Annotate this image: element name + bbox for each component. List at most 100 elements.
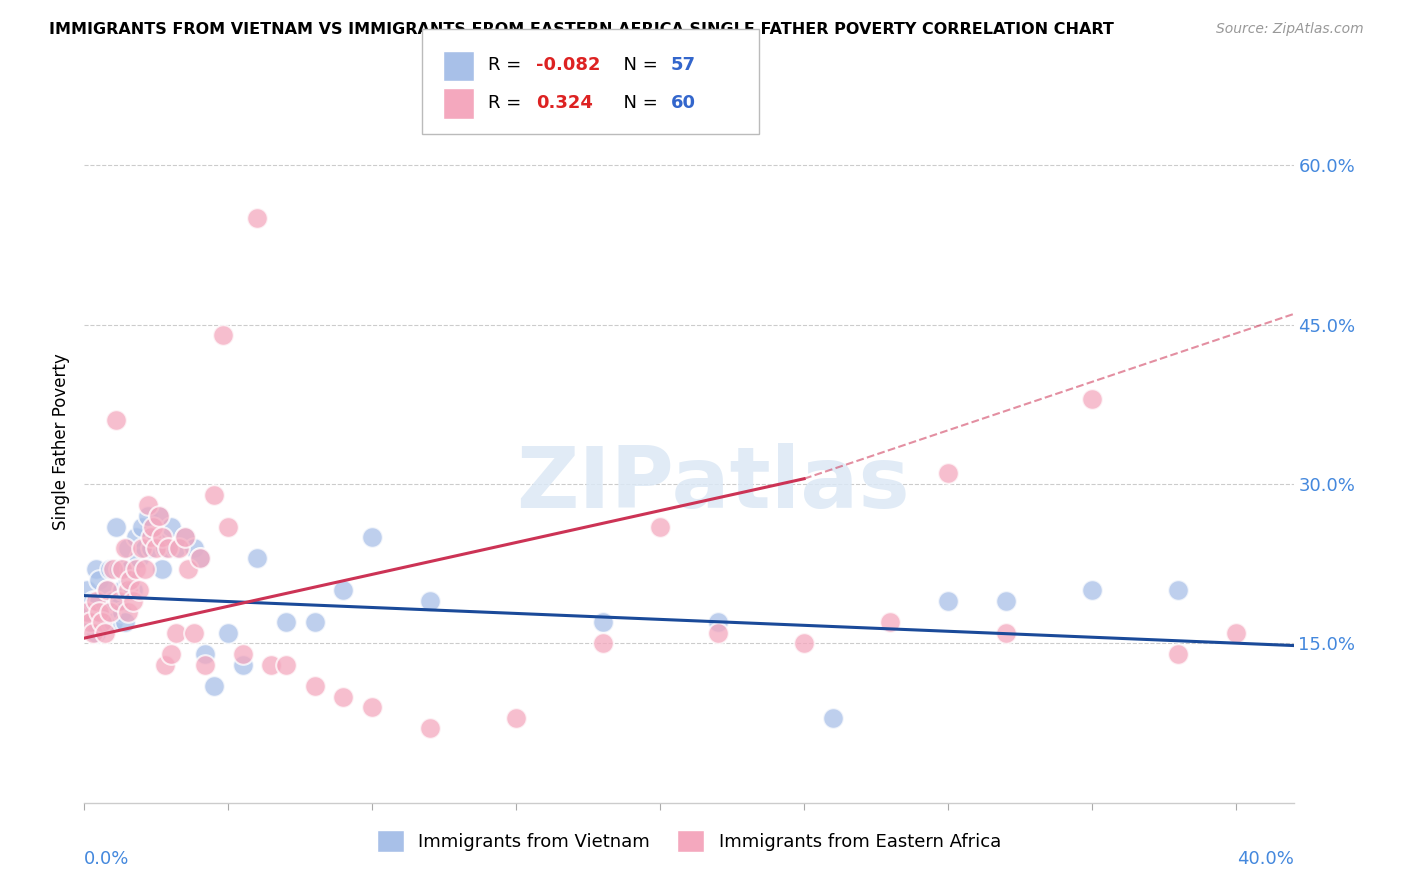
- Text: R =: R =: [488, 56, 527, 74]
- Y-axis label: Single Father Poverty: Single Father Poverty: [52, 353, 70, 530]
- Point: [145, 530, 167, 544]
- Text: 0.324: 0.324: [536, 94, 592, 112]
- Point: [131, 519, 153, 533]
- Text: Source: ZipAtlas.com: Source: ZipAtlas.com: [1216, 22, 1364, 37]
- Point: [96, 583, 118, 598]
- Point: [76, 583, 98, 598]
- Point: [79, 605, 101, 619]
- Point: [87, 605, 110, 619]
- Point: [128, 583, 150, 598]
- Point: [793, 636, 815, 650]
- Point: [105, 519, 128, 533]
- Point: [84, 625, 107, 640]
- Point: [183, 625, 205, 640]
- Point: [156, 541, 179, 555]
- Point: [821, 711, 844, 725]
- Point: [84, 562, 107, 576]
- Point: [98, 605, 121, 619]
- Point: [650, 519, 672, 533]
- Point: [260, 657, 283, 672]
- Point: [117, 541, 139, 555]
- Point: [84, 594, 107, 608]
- Point: [101, 594, 124, 608]
- Point: [114, 541, 136, 555]
- Text: N =: N =: [612, 56, 664, 74]
- Text: IMMIGRANTS FROM VIETNAM VS IMMIGRANTS FROM EASTERN AFRICA SINGLE FATHER POVERTY : IMMIGRANTS FROM VIETNAM VS IMMIGRANTS FR…: [49, 22, 1114, 37]
- Point: [1167, 647, 1189, 661]
- Point: [994, 594, 1017, 608]
- Point: [79, 615, 101, 630]
- Point: [134, 541, 156, 555]
- Point: [166, 625, 188, 640]
- Point: [120, 562, 142, 576]
- Point: [177, 562, 200, 576]
- Point: [202, 488, 225, 502]
- Text: N =: N =: [612, 94, 664, 112]
- Point: [166, 541, 188, 555]
- Point: [274, 657, 297, 672]
- Point: [114, 615, 136, 630]
- Point: [148, 508, 170, 523]
- Point: [87, 573, 110, 587]
- Point: [122, 583, 145, 598]
- Point: [879, 615, 901, 630]
- Point: [82, 625, 104, 640]
- Point: [90, 605, 112, 619]
- Point: [148, 508, 170, 523]
- Point: [159, 519, 181, 533]
- Point: [246, 551, 269, 566]
- Point: [174, 530, 197, 544]
- Point: [188, 551, 211, 566]
- Point: [120, 573, 142, 587]
- Point: [304, 679, 326, 693]
- Point: [136, 498, 159, 512]
- Point: [183, 541, 205, 555]
- Point: [505, 711, 527, 725]
- Point: [90, 615, 112, 630]
- Point: [108, 562, 131, 576]
- Point: [361, 530, 384, 544]
- Point: [194, 657, 217, 672]
- Point: [117, 605, 139, 619]
- Point: [117, 573, 139, 587]
- Point: [105, 413, 128, 427]
- Point: [131, 541, 153, 555]
- Text: 60: 60: [671, 94, 696, 112]
- Point: [145, 541, 167, 555]
- Point: [419, 722, 441, 736]
- Point: [136, 508, 159, 523]
- Point: [139, 530, 162, 544]
- Point: [87, 594, 110, 608]
- Point: [936, 594, 959, 608]
- Point: [332, 690, 354, 704]
- Point: [332, 583, 354, 598]
- Text: ZIPatlas: ZIPatlas: [516, 443, 910, 526]
- Point: [217, 625, 239, 640]
- Point: [101, 562, 124, 576]
- Point: [1167, 583, 1189, 598]
- Point: [304, 615, 326, 630]
- Text: -0.082: -0.082: [536, 56, 600, 74]
- Text: 57: 57: [671, 56, 696, 74]
- Point: [592, 636, 614, 650]
- Point: [169, 541, 191, 555]
- Point: [174, 530, 197, 544]
- Point: [936, 467, 959, 481]
- Point: [108, 594, 131, 608]
- Point: [202, 679, 225, 693]
- Legend: Immigrants from Vietnam, Immigrants from Eastern Africa: Immigrants from Vietnam, Immigrants from…: [370, 822, 1008, 859]
- Text: 40.0%: 40.0%: [1237, 850, 1294, 868]
- Point: [125, 562, 148, 576]
- Point: [419, 594, 441, 608]
- Point: [150, 530, 173, 544]
- Point: [111, 605, 134, 619]
- Point: [246, 211, 269, 226]
- Point: [122, 594, 145, 608]
- Point: [108, 594, 131, 608]
- Point: [98, 562, 121, 576]
- Point: [134, 562, 156, 576]
- Point: [1081, 392, 1104, 406]
- Point: [139, 541, 162, 555]
- Point: [96, 583, 118, 598]
- Point: [101, 615, 124, 630]
